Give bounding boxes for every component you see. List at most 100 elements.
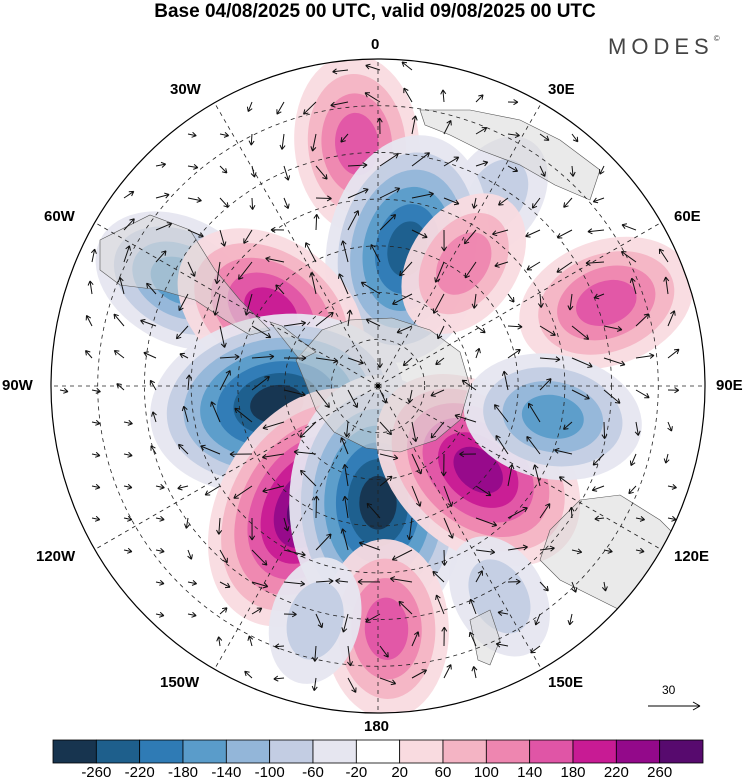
wind-arrow	[532, 464, 541, 487]
colorbar-segment	[615, 739, 661, 764]
wind-arrow	[389, 576, 413, 583]
wind-arrow	[299, 421, 317, 438]
wind-arrow	[293, 449, 317, 456]
colorbar-tick-label: -100	[254, 764, 285, 781]
wind-arrow	[459, 451, 477, 458]
wind-arrow	[539, 133, 550, 141]
wind-arrow	[507, 544, 528, 551]
antarctica	[295, 317, 471, 453]
wind-arrow	[219, 132, 230, 138]
wind-arrow	[229, 451, 253, 458]
colorbar-segment	[485, 739, 531, 764]
wind-arrow	[219, 370, 231, 391]
wind-arrow	[219, 165, 228, 174]
wind-arrow	[554, 447, 573, 455]
wind-arrow	[358, 541, 381, 551]
wind-arrow	[283, 611, 297, 618]
meridian-line	[377, 102, 542, 387]
wind-arrow	[461, 379, 477, 391]
wind-arrow	[475, 517, 498, 527]
wind-arrow	[585, 259, 605, 266]
wind-arrow	[181, 405, 189, 423]
wind-arrow	[179, 352, 189, 359]
wind-arrow	[315, 311, 334, 327]
lon-label-120e: 120E	[674, 548, 710, 565]
reference-vector-label: 30	[662, 683, 676, 697]
wind-arrow	[379, 475, 393, 487]
wind-arrow	[178, 443, 189, 455]
wind-arrow	[475, 485, 492, 497]
wind-arrow	[315, 533, 332, 551]
wind-arrow	[312, 645, 319, 662]
wind-arrow	[212, 293, 221, 316]
wind-arrow	[250, 165, 257, 178]
wind-arrow	[87, 280, 94, 295]
wind-arrow	[216, 636, 223, 647]
wind-arrow	[364, 92, 381, 103]
wind-arrow	[392, 293, 413, 305]
wind-arrow	[635, 389, 650, 399]
wind-arrow	[411, 191, 434, 199]
wind-arrow	[283, 389, 306, 398]
wind-arrow	[251, 353, 275, 360]
wind-arrow	[140, 319, 157, 327]
wind-arrow	[475, 347, 481, 359]
wind-arrow	[187, 131, 197, 138]
wind-arrow	[635, 313, 650, 327]
wind-arrow	[667, 421, 673, 432]
wind-arrow	[311, 677, 318, 692]
wind-arrow	[279, 133, 286, 150]
wind-arrow	[261, 453, 285, 460]
wind-arrow	[398, 600, 413, 615]
wind-arrow	[177, 484, 189, 491]
colorbar-segment	[399, 739, 444, 764]
wind-arrow	[365, 613, 381, 623]
wind-arrow	[342, 495, 349, 519]
wind-arrow	[568, 506, 575, 519]
wind-arrow	[346, 309, 353, 327]
colorbar-segment	[442, 739, 487, 764]
wind-arrow	[315, 578, 334, 585]
colorbar-segment	[52, 739, 97, 764]
wind-arrow	[251, 549, 268, 566]
wind-arrow	[310, 133, 317, 152]
wind-arrow	[283, 355, 307, 362]
wind-arrow	[411, 453, 423, 475]
wind-arrow	[454, 413, 477, 423]
wind-arrow	[403, 87, 413, 103]
wind-arrow	[340, 528, 349, 551]
colorbar-tick-label: 180	[560, 764, 586, 781]
wind-arrow	[464, 261, 477, 279]
wind-arrow	[251, 325, 272, 339]
wind-arrow	[539, 545, 555, 552]
wind-arrow	[434, 261, 445, 283]
wind-arrow	[366, 502, 381, 519]
wind-arrow	[283, 549, 306, 558]
wind-arrow	[117, 276, 125, 295]
wind-arrow	[587, 228, 605, 235]
wind-arrow	[634, 421, 641, 436]
wind-arrow	[187, 611, 197, 618]
wind-arrow	[249, 517, 256, 541]
anomaly-contour	[436, 232, 492, 295]
wind-arrow	[123, 190, 135, 199]
colorbar-tick-label: 20	[391, 764, 408, 781]
wind-arrow	[216, 517, 223, 535]
wind-arrow	[603, 357, 626, 367]
wind-arrow	[406, 517, 413, 541]
colorbar-tick-label: -260	[81, 764, 112, 781]
wind-arrow	[507, 506, 528, 519]
lon-label-90e: 90E	[716, 377, 743, 394]
wind-arrow	[365, 318, 381, 327]
wind-arrow	[507, 293, 515, 303]
wind-arrow	[494, 404, 509, 423]
wind-arrow	[219, 353, 240, 361]
colorbar-segment	[312, 739, 357, 764]
wind-arrow	[91, 387, 101, 394]
meridian-line	[94, 222, 379, 387]
wind-arrow	[569, 165, 576, 177]
colorbar-tick-label: -220	[124, 764, 155, 781]
wind-arrow	[468, 631, 477, 647]
colorbar-tick-label: 100	[473, 764, 499, 781]
wind-arrow	[214, 261, 221, 285]
